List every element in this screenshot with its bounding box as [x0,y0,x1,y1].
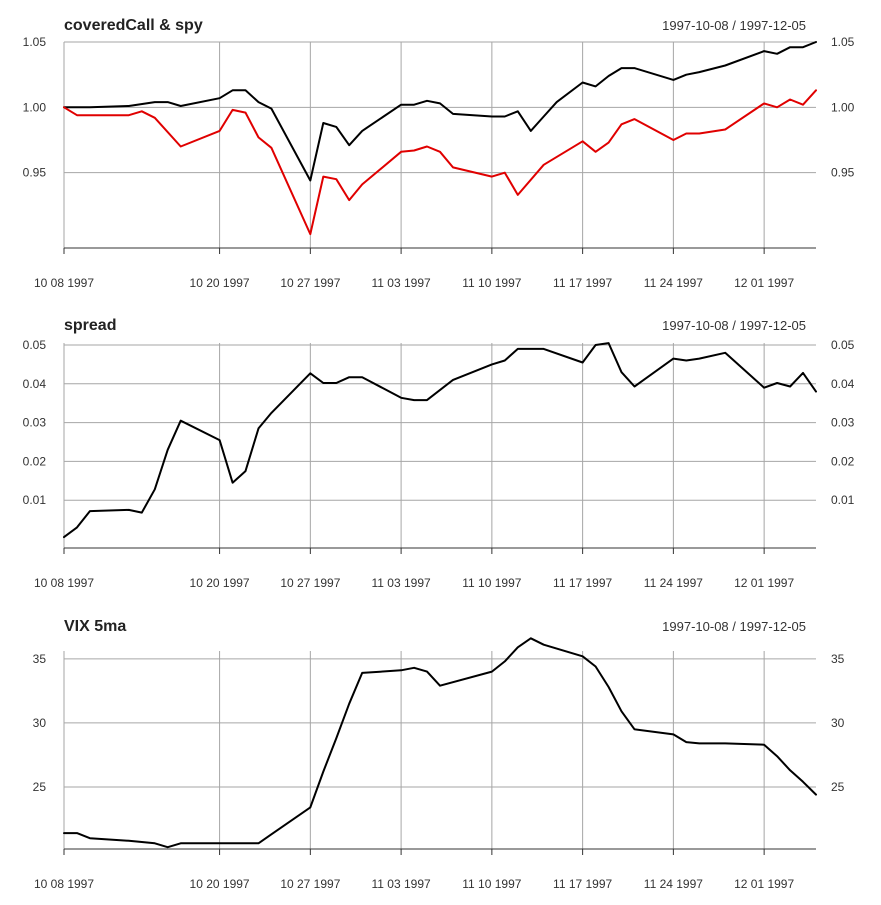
y-tick-label-left: 25 [33,780,47,794]
y-tick-label-right: 0.05 [831,338,855,352]
y-tick-label-left: 30 [33,716,47,730]
y-tick-label-right: 1.00 [831,100,855,114]
date-range-label: 1997-10-08 / 1997-12-05 [662,318,806,333]
y-tick-label-left: 35 [33,652,47,666]
y-tick-label-left: 1.05 [23,35,47,49]
x-tick-label: 10 20 1997 [190,576,250,590]
x-tick-label: 10 08 1997 [34,276,94,290]
y-tick-label-right: 0.01 [831,493,855,507]
x-tick-label: 11 03 1997 [372,877,431,891]
x-tick-label: 11 10 1997 [462,877,521,891]
y-tick-label-right: 30 [831,716,845,730]
series-line-2 [63,89,817,236]
series-line-1 [63,637,817,849]
x-tick-label: 10 20 1997 [190,276,250,290]
x-tick-label: 11 17 1997 [553,877,612,891]
x-tick-label: 10 20 1997 [190,877,250,891]
y-tick-label-left: 0.02 [23,454,47,468]
y-tick-label-left: 0.03 [23,416,47,430]
y-tick-label-right: 35 [831,652,845,666]
x-tick-label: 11 24 1997 [644,877,703,891]
y-tick-label-right: 0.95 [831,166,855,180]
x-tick-label: 12 01 1997 [734,276,794,290]
y-tick-label-left: 0.95 [23,166,47,180]
panel-title: spread [64,317,116,334]
panel-spread: 0.01 0.01 0.02 0.02 0.03 0.03 0.04 0.04 0.05 0.05… [23,317,855,590]
series-line-1 [63,342,817,539]
x-tick-label: 11 03 1997 [372,576,431,590]
y-tick-label-right: 25 [831,780,845,794]
date-range-label: 1997-10-08 / 1997-12-05 [662,18,806,33]
x-tick-label: 11 03 1997 [372,276,431,290]
panel-title: VIX 5ma [64,618,126,635]
y-tick-label-right: 0.04 [831,377,855,391]
panel-vix-5ma: 25 25 30 30 35 35 10 08 1997 10 20 1997 10 27 19… [33,618,845,891]
y-tick-label-left: 0.01 [23,493,47,507]
x-tick-label: 10 27 1997 [280,576,340,590]
y-tick-label-right: 0.02 [831,454,855,468]
y-tick-label-left: 0.05 [23,338,47,352]
panel-title: coveredCall & spy [64,17,203,34]
x-tick-label: 10 27 1997 [280,877,340,891]
x-tick-label: 11 10 1997 [462,576,521,590]
x-tick-label: 10 08 1997 [34,576,94,590]
x-tick-label: 11 17 1997 [553,576,612,590]
y-tick-label-left: 1.00 [23,100,47,114]
x-tick-label: 10 08 1997 [34,877,94,891]
date-range-label: 1997-10-08 / 1997-12-05 [662,619,806,634]
x-tick-label: 11 24 1997 [644,276,703,290]
series-line-1 [63,41,817,182]
y-tick-label-right: 1.05 [831,35,855,49]
x-tick-label: 11 24 1997 [644,576,703,590]
y-tick-label-left: 0.04 [23,377,47,391]
panel-covered-call-spy: 0.95 0.95 1.00 1.00 1.05 1.05 10 08 1997 10 20 … [23,17,855,290]
x-tick-label: 12 01 1997 [734,576,794,590]
y-tick-label-right: 0.03 [831,416,855,430]
x-tick-label: 11 10 1997 [462,276,521,290]
x-tick-label: 10 27 1997 [280,276,340,290]
x-tick-label: 11 17 1997 [553,276,612,290]
x-tick-label: 12 01 1997 [734,877,794,891]
